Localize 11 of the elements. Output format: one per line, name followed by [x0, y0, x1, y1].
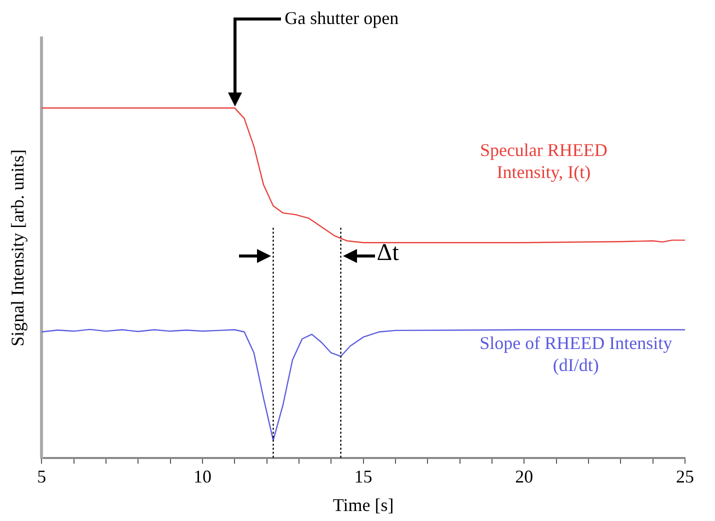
y-axis-title: Signal Intensity [arb. units]: [8, 149, 28, 346]
series-label: Slope of RHEED Intensity (dI/dt): [480, 332, 672, 376]
text: Specular RHEED Intensity, I(t): [480, 138, 608, 183]
x-tick-label: 25: [676, 466, 694, 486]
x-axis-title: Time [s]: [332, 494, 394, 515]
x-tick-label: 10: [193, 466, 212, 486]
x-tick-label: 20: [515, 466, 534, 486]
x-tick-label: 5: [37, 466, 46, 486]
annotation: Δt: [376, 240, 399, 268]
x-tick-label: 15: [354, 466, 372, 486]
text: Ga shutter open: [284, 8, 399, 29]
